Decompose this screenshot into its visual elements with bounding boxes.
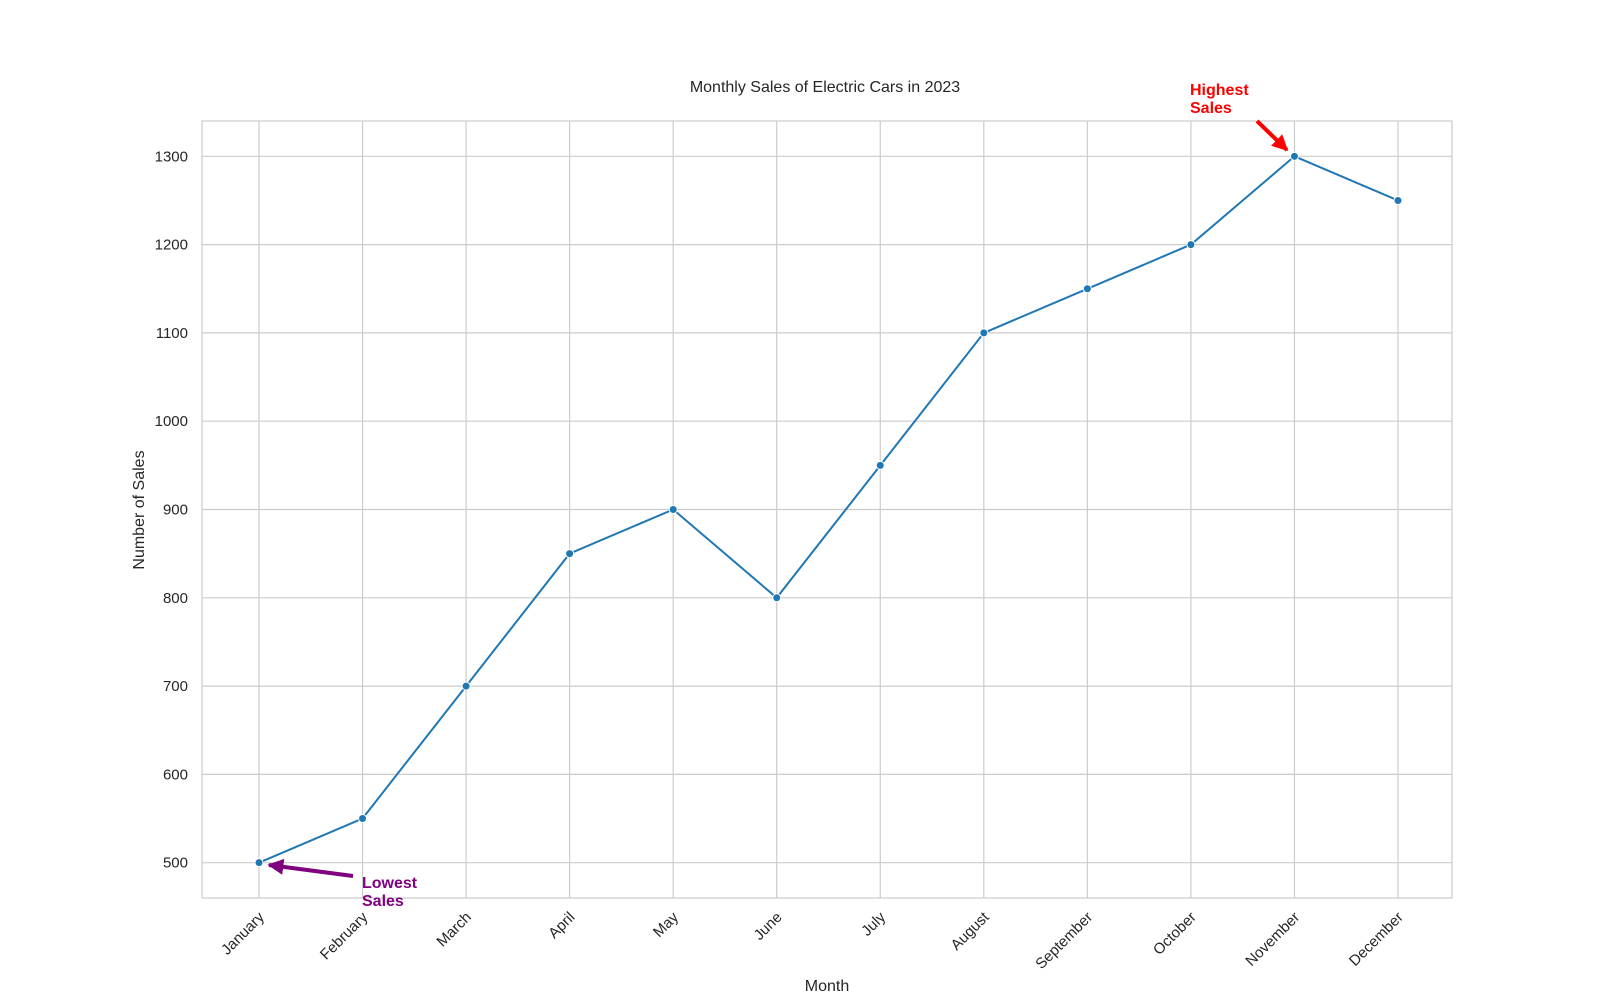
plot-area-frame	[201, 120, 1453, 899]
y-axis-label: Number of Sales	[131, 450, 148, 569]
data-point	[875, 460, 885, 470]
data-point	[668, 505, 678, 514]
x-tick-label: February	[317, 908, 372, 963]
series-line	[258, 155, 1399, 864]
data-point	[1289, 151, 1299, 161]
annotation-lowest: Lowest Sales	[267, 858, 422, 910]
data-point	[772, 593, 782, 603]
chart-title: Monthly Sales of Electric Cars in 2023	[690, 79, 960, 96]
data-point	[565, 549, 575, 559]
data-point	[1186, 240, 1196, 250]
x-tick-label: August	[948, 908, 994, 954]
y-tick-label: 500	[163, 855, 188, 872]
y-axis-ticks: 500 600 700 800 900 1000 1100 1200 1300	[155, 148, 188, 871]
grid-lines	[202, 121, 1452, 898]
y-tick-label: 1300	[155, 148, 188, 165]
svg-text:Highest Sales: Highest Sales	[1190, 82, 1253, 117]
x-tick-label: June	[751, 909, 786, 944]
annotation-highest: Highest Sales	[1190, 82, 1289, 152]
svg-text:Lowest Sales: Lowest Sales	[362, 875, 422, 910]
annotation-lowest-arrow	[267, 858, 354, 878]
annotation-highest-arrow	[1255, 119, 1289, 152]
y-tick-label: 900	[163, 502, 188, 519]
x-axis-ticks: January February March April May June July Augu…	[218, 908, 1407, 972]
y-tick-label: 800	[163, 590, 188, 607]
x-tick-label: September	[1032, 909, 1096, 973]
data-point	[979, 328, 989, 338]
y-tick-label: 1100	[156, 325, 188, 342]
annotation-lowest-line1: Lowest	[362, 875, 418, 892]
x-tick-label: November	[1242, 909, 1303, 970]
annotation-highest-line2: Sales	[1190, 100, 1232, 117]
x-tick-label: July	[858, 908, 889, 939]
y-tick-label: 700	[163, 678, 188, 695]
x-tick-label: January	[218, 908, 268, 958]
x-tick-label: March	[433, 909, 474, 950]
data-points	[254, 151, 1403, 868]
annotation-highest-line1: Highest	[1190, 82, 1249, 99]
x-tick-label: December	[1346, 909, 1407, 970]
x-tick-label: April	[545, 909, 578, 942]
annotation-lowest-line2: Sales	[362, 893, 404, 910]
x-tick-label: May	[650, 908, 682, 940]
y-tick-label: 1000	[155, 413, 188, 430]
data-point	[461, 681, 471, 691]
x-axis-label: Month	[805, 978, 849, 995]
x-tick-label: October	[1150, 909, 1200, 959]
data-point	[1082, 284, 1092, 294]
data-point	[358, 814, 368, 824]
data-point	[1393, 195, 1403, 205]
data-point	[254, 858, 264, 868]
y-tick-label: 600	[163, 766, 188, 783]
y-tick-label: 1200	[155, 237, 188, 254]
